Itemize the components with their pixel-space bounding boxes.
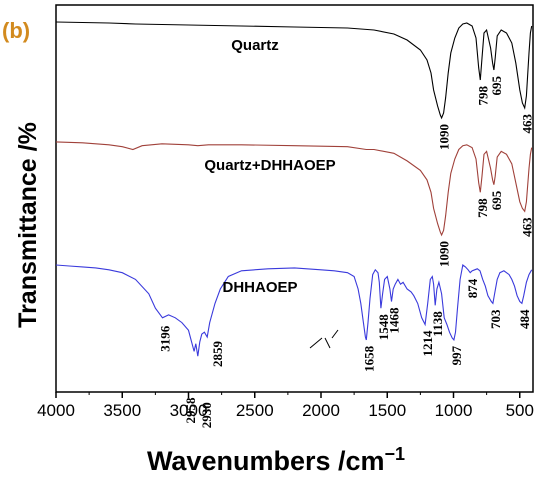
arrow-2859 xyxy=(331,329,339,339)
peak-label: 1138 xyxy=(430,311,445,337)
peak-label: 1658 xyxy=(361,345,376,372)
x-tick-label: 3000 xyxy=(170,401,208,420)
x-axis-label-text: Wavenumbers /cm xyxy=(147,446,385,476)
arrow-2958 xyxy=(309,337,323,349)
series-line-dhhaoep xyxy=(55,264,533,357)
x-tick-label: 2500 xyxy=(236,401,274,420)
series-label: Quartz+DHHAOEP xyxy=(204,157,335,174)
y-axis-label: Transmittance /% xyxy=(14,122,42,328)
series-line-quartz xyxy=(55,21,533,120)
peak-label: 463 xyxy=(520,114,535,134)
x-tick-label: 2000 xyxy=(302,401,340,420)
peak-label: 1468 xyxy=(386,307,401,334)
peak-label: 1090 xyxy=(437,124,452,150)
peak-label: 2958 xyxy=(183,397,198,424)
peak-label: 695 xyxy=(489,75,504,95)
peak-label: 798 xyxy=(475,198,490,218)
peak-label: 2859 xyxy=(210,341,225,368)
arrow-2930 xyxy=(324,337,331,349)
peak-label: 1548 xyxy=(376,314,391,341)
plot-frame xyxy=(55,4,534,393)
x-tick-label: 4000 xyxy=(37,401,75,420)
peak-label: 798 xyxy=(475,86,490,106)
panel-label: (b) xyxy=(2,18,30,43)
peak-label: 3196 xyxy=(157,325,172,352)
peak-label: 1090 xyxy=(437,241,452,267)
peak-label: 874 xyxy=(465,278,480,298)
peak-label: 703 xyxy=(488,309,503,329)
peak-label: 1214 xyxy=(420,330,435,357)
peak-label: 2930 xyxy=(199,402,214,428)
x-axis-label: Wavenumbers /cm−1 xyxy=(147,444,405,476)
plot-area: 4000 3500 3000 2500 2000 1500 1000 500 Quartz Qua… xyxy=(37,4,535,428)
peak-label: 463 xyxy=(520,217,535,237)
series-label: Quartz xyxy=(231,37,279,54)
series-line-quartz-dhhaoep xyxy=(55,141,533,237)
x-tick-label: 1000 xyxy=(435,401,473,420)
peak-label: 484 xyxy=(517,309,532,329)
x-axis-label-superscript: −1 xyxy=(385,444,406,464)
peak-label: 997 xyxy=(449,345,464,365)
x-tick-label: 1500 xyxy=(368,401,406,420)
x-tick-label: 500 xyxy=(506,401,534,420)
x-tick-label: 3500 xyxy=(103,401,141,420)
peak-label: 695 xyxy=(489,190,504,210)
series-label: DHHAOEP xyxy=(222,279,297,296)
